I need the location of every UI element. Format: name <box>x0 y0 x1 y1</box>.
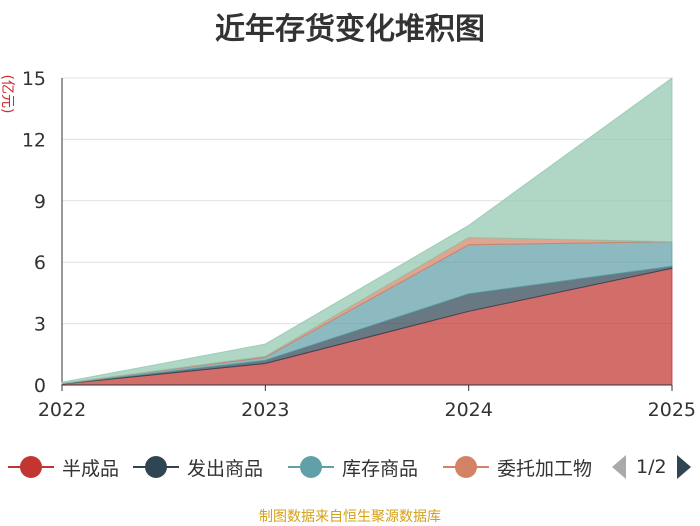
legend-label-1: 发出商品 <box>187 457 264 480</box>
source-note: 制图数据来自恒生聚源数据库 <box>259 509 441 525</box>
legend-label-2: 库存商品 <box>342 457 419 480</box>
prev-page-icon[interactable] <box>612 455 626 479</box>
chart-title: 近年存货变化堆积图 <box>215 12 485 47</box>
area-series-4 <box>61 77 673 384</box>
legend-item-3[interactable]: 委托加工物 <box>443 452 592 482</box>
y-tick-label-3: 9 <box>34 191 46 213</box>
legend-dot-0 <box>20 456 42 478</box>
stacked-area-chart: 0 3 6 9 12 15 2022 2023 2024 2025 <box>22 68 696 421</box>
legend-pager: 1/2 <box>612 452 691 482</box>
y-tick-label-4: 12 <box>22 129 46 151</box>
legend-marker-2 <box>288 452 334 482</box>
page-indicator: 1/2 <box>636 456 667 478</box>
legend-marker-1 <box>133 452 179 482</box>
y-tick-label-0: 0 <box>34 375 46 397</box>
x-tick-label-2: 2024 <box>444 399 492 421</box>
legend-label-3: 委托加工物 <box>497 457 593 480</box>
y-tick-label-2: 6 <box>34 252 46 274</box>
next-page-icon[interactable] <box>676 455 691 479</box>
y-tick-label-1: 3 <box>34 314 46 336</box>
legend-marker-3 <box>443 452 489 482</box>
legend-marker-0 <box>8 452 54 482</box>
legend: 半成品 发出商品 库存商品 委托加工物 1/2 <box>0 452 700 484</box>
legend-item-1[interactable]: 发出商品 <box>133 452 263 482</box>
x-tick-label-0: 2022 <box>38 399 86 421</box>
legend-dot-3 <box>455 456 477 478</box>
legend-dot-2 <box>300 456 322 478</box>
legend-label-0: 半成品 <box>62 457 120 480</box>
y-tick-label-5: 15 <box>22 68 46 90</box>
x-tick-label-3: 2025 <box>648 399 696 421</box>
x-tick-label-1: 2023 <box>241 399 289 421</box>
legend-item-2[interactable]: 库存商品 <box>288 452 418 482</box>
legend-item-0[interactable]: 半成品 <box>8 452 119 482</box>
legend-dot-1 <box>145 456 167 478</box>
